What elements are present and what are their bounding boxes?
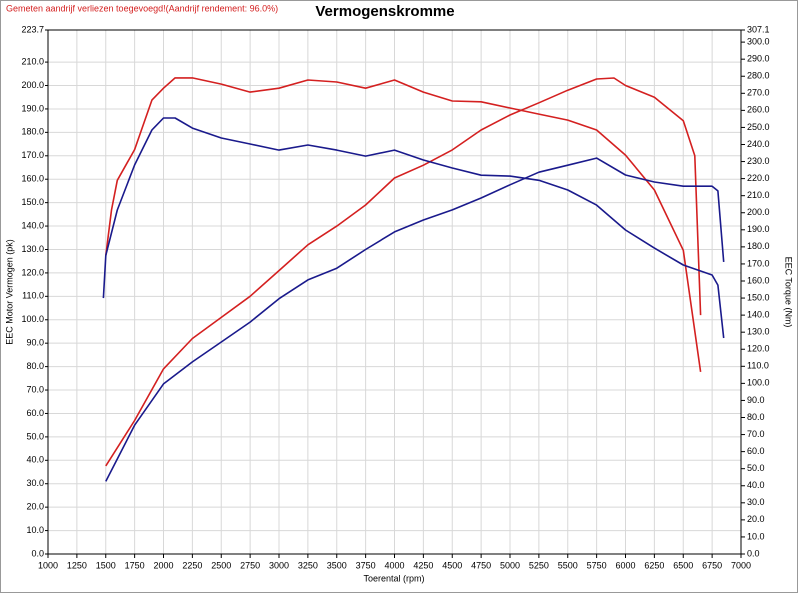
x-tick-label: 4750 [471, 560, 491, 570]
y2-tick-label: 60.0 [747, 446, 765, 456]
y2-tick-label: 80.0 [747, 412, 765, 422]
x-tick-label: 4250 [413, 560, 433, 570]
y-tick-label: 170.0 [21, 150, 44, 160]
x-tick-label: 6000 [615, 560, 635, 570]
x-tick-label: 3250 [298, 560, 318, 570]
y2-tick-label: 220.0 [747, 173, 770, 183]
plot-area [47, 29, 742, 555]
y2-tick-label: 0.0 [747, 548, 760, 558]
x-tick-label: 1250 [67, 560, 87, 570]
data-line [105, 77, 702, 373]
y2-tick-label: 90.0 [747, 395, 765, 405]
y-tick-label: 90.0 [26, 338, 44, 348]
y2-tick-label: 307.1 [747, 24, 770, 34]
y2-tick-label: 160.0 [747, 275, 770, 285]
y2-tick-label: 10.0 [747, 531, 765, 541]
y2-axis-label: EEC Torque (Nm) [784, 257, 794, 328]
x-tick-label: 3500 [327, 560, 347, 570]
y-tick-label: 180.0 [21, 127, 44, 137]
y2-tick-label: 40.0 [747, 480, 765, 490]
x-tick-label: 1000 [38, 560, 58, 570]
x-tick-label: 1500 [96, 560, 116, 570]
x-tick-label: 5500 [558, 560, 578, 570]
y-tick-label: 140.0 [21, 220, 44, 230]
y2-tick-label: 110.0 [747, 361, 769, 371]
x-tick-label: 7000 [731, 560, 751, 570]
y-tick-label: 130.0 [21, 244, 44, 254]
y-tick-label: 200.0 [21, 80, 44, 90]
x-tick-label: 4000 [384, 560, 404, 570]
x-tick-label: 3750 [356, 560, 376, 570]
y2-tick-label: 240.0 [747, 139, 770, 149]
x-tick-label: 1750 [125, 560, 145, 570]
data-line [105, 157, 725, 482]
y2-tick-label: 210.0 [747, 190, 770, 200]
y2-tick-label: 20.0 [747, 514, 765, 524]
y2-tick-label: 140.0 [747, 309, 770, 319]
y2-tick-label: 130.0 [747, 327, 770, 337]
data-line [105, 77, 702, 467]
y2-tick-label: 290.0 [747, 54, 770, 64]
y2-tick-label: 180.0 [747, 241, 770, 251]
x-tick-label: 2250 [182, 560, 202, 570]
x-tick-label: 6250 [644, 560, 664, 570]
y-tick-label: 10.0 [26, 525, 44, 535]
y2-tick-label: 70.0 [747, 429, 765, 439]
y2-tick-label: 200.0 [747, 207, 770, 217]
y-tick-label: 0.0 [31, 548, 44, 558]
y-tick-label: 120.0 [21, 267, 44, 277]
y2-tick-label: 170.0 [747, 258, 770, 268]
y2-tick-label: 250.0 [747, 122, 770, 132]
y-tick-label: 80.0 [26, 361, 44, 371]
y-tick-label: 210.0 [21, 56, 44, 66]
y2-tick-label: 190.0 [747, 224, 770, 234]
y-tick-label: 20.0 [26, 502, 44, 512]
x-tick-label: 3000 [269, 560, 289, 570]
x-tick-label: 6750 [702, 560, 722, 570]
y-axis-label: EEC Motor Vermogen (pk) [4, 239, 14, 345]
y2-tick-label: 30.0 [747, 497, 765, 507]
chart-title: Vermogenskromme [315, 3, 454, 20]
x-tick-label: 4500 [442, 560, 462, 570]
y-tick-label: 150.0 [21, 197, 44, 207]
y2-tick-label: 300.0 [747, 36, 770, 46]
y-tick-label: 110.0 [22, 291, 44, 301]
x-tick-label: 5750 [587, 560, 607, 570]
y2-tick-label: 100.0 [747, 378, 770, 388]
x-tick-label: 5250 [529, 560, 549, 570]
subtitle: Gemeten aandrijf verliezen toegevoegd!(A… [6, 3, 278, 13]
y2-tick-label: 150.0 [747, 292, 770, 302]
y2-tick-label: 50.0 [747, 463, 765, 473]
x-tick-label: 6500 [673, 560, 693, 570]
x-tick-label: 2750 [240, 560, 260, 570]
x-tick-label: 2000 [153, 560, 173, 570]
y-tick-label: 30.0 [26, 478, 44, 488]
y-tick-label: 100.0 [21, 314, 44, 324]
y2-tick-label: 260.0 [747, 105, 770, 115]
data-line [102, 117, 725, 339]
x-tick-label: 2500 [211, 560, 231, 570]
x-axis-label: Toerental (rpm) [363, 573, 424, 583]
y-tick-label: 223.7 [21, 24, 44, 34]
y-tick-label: 70.0 [26, 384, 44, 394]
y2-tick-label: 230.0 [747, 156, 770, 166]
y-tick-label: 50.0 [26, 431, 44, 441]
y-tick-label: 160.0 [21, 174, 44, 184]
y2-tick-label: 270.0 [747, 88, 770, 98]
y-tick-label: 40.0 [26, 455, 44, 465]
x-tick-label: 5000 [500, 560, 520, 570]
y2-tick-label: 120.0 [747, 344, 770, 354]
y-tick-label: 190.0 [21, 103, 44, 113]
y2-tick-label: 280.0 [747, 71, 770, 81]
y-tick-label: 60.0 [26, 408, 44, 418]
